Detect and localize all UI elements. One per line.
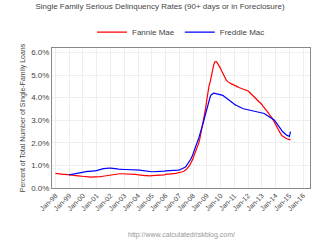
svg-text:Jan-02: Jan-02 xyxy=(94,192,114,212)
svg-text:1.0%: 1.0% xyxy=(31,161,49,170)
svg-text:Jan-15: Jan-15 xyxy=(272,192,292,212)
svg-text:Single Family Serious Delinque: Single Family Serious Delinquency Rates … xyxy=(35,2,285,11)
svg-text:Jan-98: Jan-98 xyxy=(39,192,59,212)
svg-text:6.0%: 6.0% xyxy=(31,48,49,57)
svg-text:Jan-99: Jan-99 xyxy=(52,192,72,212)
svg-text:3.0%: 3.0% xyxy=(31,116,49,125)
svg-text:Percent of Total Number of Sin: Percent of Total Number of Single-Family… xyxy=(19,43,27,192)
svg-text:Fannie Mae: Fannie Mae xyxy=(132,28,175,37)
svg-text:Jan-01: Jan-01 xyxy=(80,192,100,212)
svg-text:Jan-05: Jan-05 xyxy=(135,192,155,212)
svg-text:Jan-03: Jan-03 xyxy=(107,192,127,212)
svg-text:Freddie Mac: Freddie Mac xyxy=(220,28,264,37)
svg-text:Jan-04: Jan-04 xyxy=(121,192,141,212)
svg-text:Jan-08: Jan-08 xyxy=(176,192,196,212)
svg-text:Jan-14: Jan-14 xyxy=(259,192,279,212)
svg-text:Jan-06: Jan-06 xyxy=(149,192,169,212)
svg-text:Jan-10: Jan-10 xyxy=(204,192,224,212)
svg-text:Jan-07: Jan-07 xyxy=(162,192,182,212)
svg-text:Jan-16: Jan-16 xyxy=(286,192,306,212)
svg-text:Jan-00: Jan-00 xyxy=(66,192,86,212)
svg-text:Jan-09: Jan-09 xyxy=(190,192,210,212)
svg-text:0.0%: 0.0% xyxy=(31,184,49,193)
svg-text:5.0%: 5.0% xyxy=(31,71,49,80)
svg-text:Jan-13: Jan-13 xyxy=(245,192,265,212)
svg-text:http://www.calculatedriskblog.: http://www.calculatedriskblog.com/ xyxy=(128,231,235,239)
svg-text:Jan-12: Jan-12 xyxy=(231,192,251,212)
svg-text:2.0%: 2.0% xyxy=(31,139,49,148)
svg-text:4.0%: 4.0% xyxy=(31,93,49,102)
svg-text:Jan-11: Jan-11 xyxy=(218,192,238,212)
